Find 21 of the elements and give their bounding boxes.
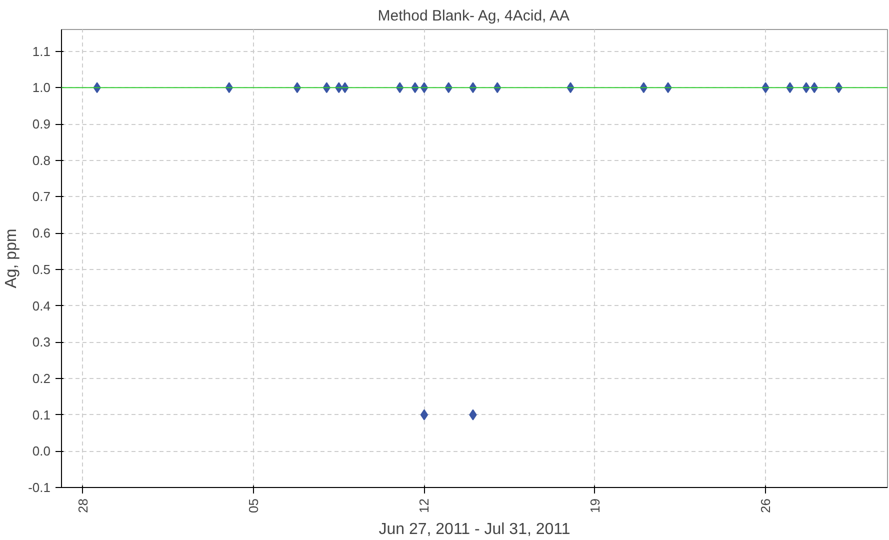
- y-tick-label: 0.0: [32, 444, 51, 459]
- x-tick-label: 19: [587, 498, 602, 513]
- y-tick-label: 0.9: [32, 116, 51, 132]
- x-tick-label: 12: [416, 498, 432, 513]
- y-tick-label: 1.0: [32, 80, 51, 96]
- y-tick-label: 0.5: [32, 262, 51, 277]
- x-tick-label: 28: [75, 498, 90, 513]
- y-axis-title: Ag, ppm: [3, 228, 20, 288]
- x-tick-label: 26: [758, 498, 774, 513]
- y-tick-label: 0.6: [32, 226, 51, 241]
- y-tick-label: 0.3: [32, 334, 51, 350]
- x-tick-label: 05: [246, 498, 262, 513]
- y-tick-label: 0.4: [32, 298, 51, 314]
- chart-title: Method Blank- Ag, 4Acid, AA: [378, 8, 570, 24]
- y-tick-label: -0.1: [28, 480, 51, 495]
- x-axis-title: Jun 27, 2011 - Jul 31, 2011: [378, 520, 570, 538]
- y-tick-label: 0.2: [32, 370, 51, 386]
- y-tick-label: 0.1: [32, 407, 51, 422]
- y-tick-label: 1.1: [32, 44, 51, 59]
- y-tick-label: 0.8: [32, 152, 51, 168]
- y-tick-label: 0.7: [32, 189, 51, 204]
